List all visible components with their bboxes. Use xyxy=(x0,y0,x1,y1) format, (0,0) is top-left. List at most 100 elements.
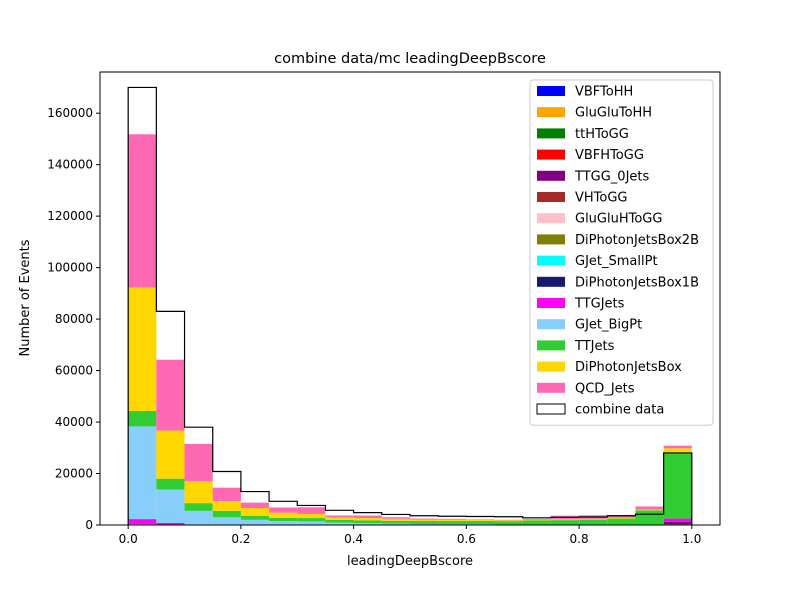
legend-label: GJet_BigPt xyxy=(575,318,642,333)
legend-label: DiPhotonJetsBox xyxy=(575,360,682,375)
legend-label: TTGJets xyxy=(574,297,625,312)
bar-TTJets-bin-5 xyxy=(269,517,298,522)
y-tick-label: 80000 xyxy=(55,312,93,326)
bar-GJet_BigPt-bin-7 xyxy=(325,522,354,525)
x-tick-label: 0.0 xyxy=(119,532,138,546)
bar-GJet_BigPt-bin-0 xyxy=(128,426,157,520)
y-tick-label: 60000 xyxy=(55,364,93,378)
y-tick-label: 160000 xyxy=(47,106,93,120)
bar-QCD_Jets-bin-10 xyxy=(410,518,439,520)
bar-TTJets-bin-15 xyxy=(550,520,580,525)
y-tick-label: 20000 xyxy=(55,467,93,481)
bar-QCD_Jets-bin-8 xyxy=(353,515,382,519)
legend-label: GJet_SmallPt xyxy=(575,254,658,269)
legend-label: DiPhotonJetsBox2B xyxy=(575,233,699,248)
bar-QCD_Jets-bin-7 xyxy=(325,515,354,518)
legend-swatch xyxy=(537,382,565,393)
bar-TTJets-bin-10 xyxy=(410,520,439,524)
chart-title: combine data/mc leadingDeepBscore xyxy=(274,51,546,67)
legend-swatch xyxy=(537,86,565,96)
legend-swatch xyxy=(537,149,565,160)
legend-swatch xyxy=(537,276,565,287)
bar-QCD_Jets-bin-11 xyxy=(438,518,467,520)
legend-label: TTJets xyxy=(574,339,615,354)
bar-QCD_Jets-bin-9 xyxy=(381,517,410,519)
bar-TTGJets-bin-1 xyxy=(156,522,185,525)
plot-frame xyxy=(99,71,721,526)
legend-swatch xyxy=(537,107,565,118)
bar-TTGG_0Jets-bin-19 xyxy=(663,521,692,525)
bar-GJet_BigPt-bin-1 xyxy=(156,489,185,523)
bar-QCD_Jets-bin-14 xyxy=(522,518,551,520)
bar-GJet_BigPt-bin-4 xyxy=(240,519,270,525)
bar-GJet_BigPt-bin-8 xyxy=(353,523,382,525)
bar-DiPhotonJetsBox-bin-1 xyxy=(156,430,185,479)
bar-TTJets-bin-4 xyxy=(240,515,270,520)
y-tick-label: 100000 xyxy=(47,261,93,275)
y-axis-ticks: 0 20000 40000 60000 80000 100000 120000 140000 1… xyxy=(47,106,100,532)
legend-swatch xyxy=(537,319,565,330)
bar-TTJets-bin-19 xyxy=(663,452,692,519)
bar-TTJets-bin-1 xyxy=(156,478,185,490)
legend-swatch xyxy=(537,234,565,245)
bar-TTJets-bin-13 xyxy=(494,521,523,525)
legend-label: VBFHToGG xyxy=(575,148,644,163)
bar-QCD_Jets-bin-3 xyxy=(212,487,241,502)
legend-swatch xyxy=(537,213,565,224)
x-tick-label: 0.2 xyxy=(231,532,250,546)
y-tick-label: 0 xyxy=(85,518,93,532)
bar-DiPhotonJetsBox-bin-19 xyxy=(663,448,692,453)
bar-DiPhotonJetsBox-bin-10 xyxy=(410,519,439,521)
x-tick-label: 0.4 xyxy=(344,532,363,546)
bar-QCD_Jets-bin-1 xyxy=(156,359,185,431)
bar-TTGJets-bin-19 xyxy=(663,518,692,522)
legend-swatch xyxy=(537,170,565,181)
legend-label: VBFToHH xyxy=(575,85,633,100)
bar-GJet_BigPt-bin-5 xyxy=(269,521,298,525)
bar-DiPhotonJetsBox-bin-4 xyxy=(240,508,270,516)
legend-swatch xyxy=(537,298,565,308)
bar-DiPhotonJetsBox-bin-16 xyxy=(579,518,608,520)
x-tick-label: 0.8 xyxy=(570,532,589,546)
bar-DiPhotonJetsBox-bin-17 xyxy=(607,517,636,519)
bar-TTJets-bin-3 xyxy=(212,510,241,518)
bar-TTGJets-bin-0 xyxy=(128,519,157,525)
bar-DiPhotonJetsBox-bin-15 xyxy=(550,519,580,521)
bar-DiPhotonJetsBox-bin-14 xyxy=(522,519,551,521)
bar-QCD_Jets-bin-2 xyxy=(184,443,213,482)
x-axis-label: leadingDeepBscore xyxy=(347,554,473,569)
bar-GJet_BigPt-bin-6 xyxy=(297,521,326,525)
bar-QCD_Jets-bin-4 xyxy=(240,502,270,509)
bar-DiPhotonJetsBox-bin-11 xyxy=(438,519,467,521)
bar-TTJets-bin-9 xyxy=(381,520,410,524)
bar-DiPhotonJetsBox-bin-6 xyxy=(297,513,326,519)
bar-GJet_BigPt-bin-2 xyxy=(184,510,213,525)
legend-label: ttHToGG xyxy=(575,127,629,142)
bar-DiPhotonJetsBox-bin-0 xyxy=(128,287,157,411)
bar-QCD_Jets-bin-19 xyxy=(663,445,692,449)
bar-TTJets-bin-12 xyxy=(466,520,495,525)
bar-DiPhotonJetsBox-bin-2 xyxy=(184,481,213,504)
combine-data-step-line xyxy=(127,86,693,525)
bar-DiPhotonJetsBox-bin-9 xyxy=(381,518,410,521)
bar-TTJets-bin-6 xyxy=(297,518,326,522)
bar-QCD_Jets-bin-18 xyxy=(635,506,664,510)
bar-QCD_Jets-bin-6 xyxy=(297,507,326,514)
legend-swatch xyxy=(537,255,565,266)
bar-TTJets-bin-18 xyxy=(635,510,664,525)
legend-label: DiPhotonJetsBox1B xyxy=(575,275,699,290)
legend-label: GluGluToHH xyxy=(575,106,652,121)
bar-GJet_BigPt-bin-3 xyxy=(212,517,241,525)
bar-DiPhotonJetsBox-bin-7 xyxy=(325,517,354,520)
bar-DiPhotonJetsBox-bin-3 xyxy=(212,501,241,511)
legend-label: QCD_Jets xyxy=(575,381,635,396)
combine-data-histogram xyxy=(127,86,693,525)
bar-TTJets-bin-16 xyxy=(579,519,608,525)
bar-GJet_BigPt-bin-9 xyxy=(381,523,410,525)
x-tick-label: 0.6 xyxy=(457,532,476,546)
stacked-bars xyxy=(128,134,692,525)
bar-QCD_Jets-bin-5 xyxy=(269,507,298,513)
bar-TTJets-bin-14 xyxy=(522,520,551,525)
legend-swatch xyxy=(537,128,565,139)
